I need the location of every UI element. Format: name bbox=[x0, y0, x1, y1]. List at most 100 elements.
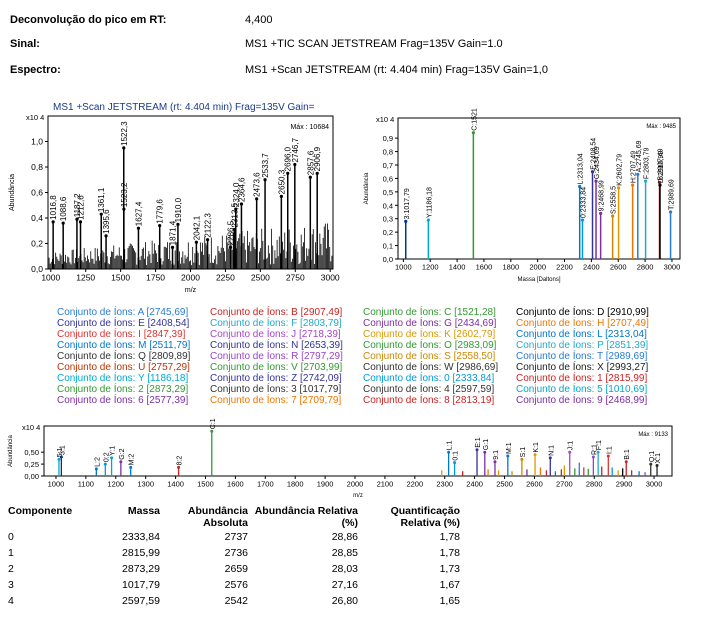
ion-set-entry: Conjunto de Íons: W [2986,69] bbox=[363, 362, 516, 373]
ion-set-mass: [1010,69] bbox=[602, 384, 648, 395]
peak-marker bbox=[228, 245, 233, 249]
ion-set-entry: Conjunto de Íons: Q [2809,89] bbox=[57, 351, 210, 362]
ion-set-mass: [2986,69] bbox=[453, 362, 499, 373]
table-cell: 1,78 bbox=[439, 547, 460, 559]
ion-set-id: U bbox=[138, 362, 146, 373]
peak-marker bbox=[596, 450, 600, 454]
y-tick-label: 0,8 bbox=[383, 148, 393, 157]
x-tick-label: 2750 bbox=[286, 273, 305, 283]
ion-set-mass: [2313,04] bbox=[602, 329, 647, 340]
peak-marker bbox=[447, 450, 451, 454]
y-tick-label: 0,1 bbox=[383, 242, 393, 251]
ion-set-mass: [1017,79] bbox=[296, 384, 342, 395]
table-cell: 26,80 bbox=[331, 595, 358, 607]
peak-label: S:1 bbox=[520, 447, 527, 458]
table-cell: 1,65 bbox=[439, 595, 460, 607]
ion-set-id: 3 bbox=[291, 384, 297, 395]
x-tick-label: 2900 bbox=[616, 480, 633, 489]
y-tick-label: 0,0 bbox=[31, 264, 43, 274]
ion-set-mass: [2989,69] bbox=[602, 351, 648, 362]
ion-set-entry: Conjunto de Íons: 1 [2815,99] bbox=[516, 373, 686, 384]
ion-set-prefix: Conjunto de Íons: bbox=[363, 384, 445, 395]
ion-set-mass: [2703,99] bbox=[297, 362, 343, 373]
table-cell: 2737 bbox=[224, 531, 248, 543]
x-tick-label: 3000 bbox=[321, 273, 340, 283]
ion-set-entry: Conjunto de Íons: F [2803,79] bbox=[210, 318, 363, 329]
table-row: 3 1017,79 2576 27,16 1,67 bbox=[8, 577, 460, 593]
x-tick-label: 1500 bbox=[197, 480, 214, 489]
table-cell: 1,73 bbox=[439, 563, 460, 575]
ion-set-id: 6 bbox=[138, 395, 144, 406]
ion-set-mass: [2757,29] bbox=[145, 362, 190, 373]
ion-set-id: R bbox=[291, 351, 299, 362]
ion-set-entry: Conjunto de Íons: C [1521,28] bbox=[363, 307, 516, 318]
header-value: 4,400 bbox=[245, 14, 273, 26]
peak-label: H:2707,49 bbox=[631, 151, 638, 183]
ion-set-entry: Conjunto de Íons: A [2745,69] bbox=[57, 307, 210, 318]
ion-set-mass: [2333,84] bbox=[449, 373, 495, 384]
x-tick-label: 2400 bbox=[466, 480, 483, 489]
x-tick-label: 1300 bbox=[137, 480, 154, 489]
x-tick-label: 1000 bbox=[48, 480, 65, 489]
col-header-componente: Componente bbox=[8, 505, 73, 517]
ion-set-id: L bbox=[597, 329, 603, 340]
ion-set-entry: Conjunto de Íons: K [2602,79] bbox=[363, 329, 516, 340]
table-cell: 28,85 bbox=[331, 547, 358, 559]
ion-set-mass: [2873,29] bbox=[143, 384, 189, 395]
x-tick-label: 1600 bbox=[476, 263, 493, 272]
header-value: MS1 +Scan JETSTREAM (rt: 4.404 min) Frag… bbox=[245, 64, 548, 76]
x-tick-label: 1900 bbox=[317, 480, 334, 489]
table-cell: 27,16 bbox=[331, 579, 358, 591]
x-tick-label: 1500 bbox=[111, 273, 130, 283]
peak-label: K:1 bbox=[533, 442, 540, 453]
ion-set-entry: Conjunto de Íons: T [2989,69] bbox=[516, 351, 686, 362]
peak-marker bbox=[591, 455, 595, 459]
peak-label: 3:1 bbox=[59, 445, 66, 455]
header-value: MS1 +TIC SCAN JETSTREAM Frag=135V Gain=1… bbox=[245, 38, 503, 50]
peak-marker bbox=[649, 462, 653, 466]
ion-set-entry: Conjunto de Íons: S [2558,50] bbox=[363, 351, 516, 362]
ion-set-id: 5 bbox=[597, 384, 603, 395]
peak-marker bbox=[158, 224, 162, 228]
ion-set-entry: Conjunto de Íons: V [2703,99] bbox=[210, 362, 363, 373]
y-tick-label: 0,3 bbox=[383, 215, 393, 224]
col-header-abund-rel: Abundância Relativa (%) bbox=[254, 505, 358, 529]
x-tick-label: 1100 bbox=[78, 480, 94, 489]
ion-set-id: E bbox=[138, 318, 145, 329]
x-tick-label: 3000 bbox=[664, 263, 681, 272]
x-tick-label: 2200 bbox=[406, 480, 423, 489]
peak-label: 2650,3 bbox=[277, 169, 286, 194]
y-tick-label: 1,0 bbox=[31, 137, 43, 147]
peak-marker bbox=[655, 464, 659, 468]
peak-marker bbox=[611, 214, 615, 218]
ion-set-prefix: Conjunto de Íons: bbox=[516, 340, 598, 351]
ion-set-entry: Conjunto de Íons: B [2907,49] bbox=[210, 307, 363, 318]
ion-set-entry: Conjunto de Íons: 2 [2873,29] bbox=[57, 384, 210, 395]
ion-set-mass: [2983,09] bbox=[451, 340, 497, 351]
peak-label: D:2910,99 bbox=[658, 151, 665, 183]
x-tick-label: 2000 bbox=[347, 480, 364, 489]
peak-marker bbox=[568, 450, 572, 454]
peak-marker bbox=[170, 245, 175, 249]
peak-label: 2313,5 bbox=[230, 202, 239, 227]
peak-label: M:2 bbox=[129, 454, 136, 466]
peak-marker bbox=[51, 220, 55, 224]
peak-marker bbox=[263, 178, 267, 182]
ion-set-id: 1 bbox=[597, 373, 603, 384]
ion-set-id: K bbox=[444, 329, 451, 340]
table-cell: 1,78 bbox=[439, 531, 460, 543]
ion-set-id: B bbox=[291, 307, 298, 318]
peak-marker bbox=[122, 207, 126, 211]
ion-set-entry: Conjunto de Íons: R [2797,29] bbox=[210, 351, 363, 362]
x-tick-label: 2200 bbox=[556, 263, 573, 272]
peak-marker bbox=[293, 162, 297, 167]
ion-set-prefix: Conjunto de Íons: bbox=[210, 329, 292, 340]
ion-set-mass: [2558,50] bbox=[450, 351, 496, 362]
peak-marker bbox=[506, 454, 510, 458]
ion-set-mass: [2910,99] bbox=[604, 307, 649, 318]
x-tick-label: 2700 bbox=[556, 480, 573, 489]
peak-label: 5:1 bbox=[57, 447, 64, 457]
y-tick-label: 0,50 bbox=[24, 448, 39, 457]
peak-label: S:2558,5 bbox=[611, 186, 618, 214]
y-tick-label: 0,9 bbox=[383, 134, 393, 143]
